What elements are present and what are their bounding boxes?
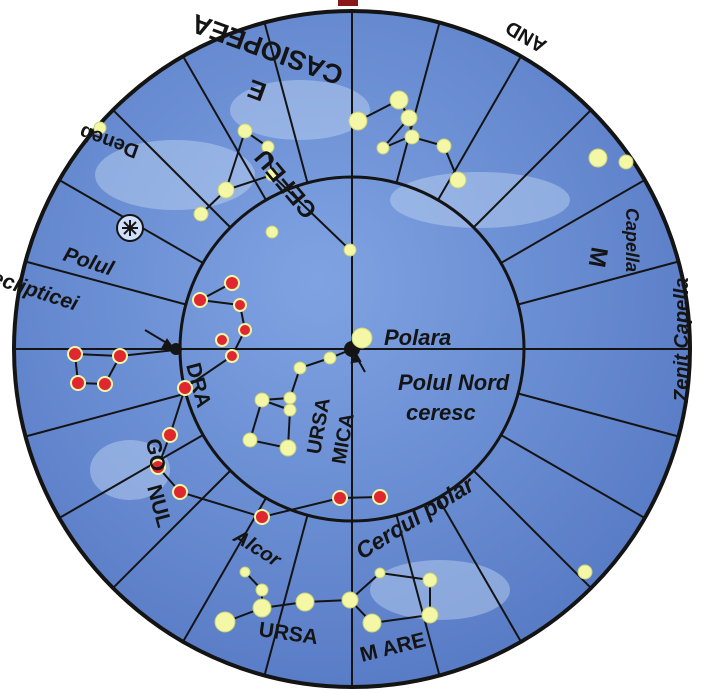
star (293, 361, 307, 375)
meridian-line (181, 54, 267, 201)
star (341, 591, 359, 609)
star (348, 111, 368, 131)
star (215, 333, 229, 347)
star (239, 566, 251, 578)
star (252, 598, 272, 618)
star (449, 171, 467, 189)
star (237, 123, 253, 139)
meridian-line (472, 469, 594, 591)
meridian-line (472, 107, 594, 229)
meridian-line (500, 434, 647, 520)
star (242, 432, 258, 448)
star (588, 148, 608, 168)
star (422, 572, 438, 588)
star (351, 327, 373, 349)
label-capella: Capella (622, 208, 642, 272)
meridian-line (110, 107, 232, 229)
star (372, 489, 388, 505)
star (265, 225, 279, 239)
star (67, 346, 83, 362)
star (265, 168, 279, 182)
star (70, 375, 86, 391)
meridian-line (500, 178, 647, 264)
star (436, 138, 452, 154)
star (279, 439, 297, 457)
star (577, 564, 593, 580)
label-polara: Polara (384, 325, 451, 350)
star (376, 141, 390, 155)
ecliptic-pole-dot (170, 343, 182, 355)
star (295, 592, 315, 612)
meridian-lines (14, 11, 690, 687)
star (255, 583, 269, 597)
meridian-line (181, 497, 267, 644)
star (112, 348, 128, 364)
label-ceresc: ceresc (406, 400, 476, 425)
star (254, 509, 270, 525)
yellow-stars (93, 90, 634, 633)
meridian-line (263, 514, 309, 678)
star (389, 90, 409, 110)
meridian-line (23, 392, 187, 438)
star (224, 275, 240, 291)
star (362, 613, 382, 633)
star (421, 606, 439, 624)
star (261, 140, 275, 154)
star (343, 243, 357, 257)
annotation-arrows (144, 329, 366, 373)
star (192, 292, 208, 308)
meridian-line (395, 514, 441, 678)
star (150, 459, 166, 475)
star (193, 206, 209, 222)
meridian-line (517, 392, 681, 438)
star (177, 380, 193, 396)
star (332, 490, 348, 506)
star (217, 181, 235, 199)
red-stars (67, 275, 388, 525)
star (238, 323, 252, 337)
star (283, 391, 297, 405)
star (254, 392, 270, 408)
star (283, 403, 297, 417)
star (162, 427, 178, 443)
ecliptic-pole-symbol (116, 214, 144, 242)
star (374, 567, 386, 579)
top-corner-mark (338, 0, 358, 6)
star (618, 154, 634, 170)
star (93, 121, 107, 135)
star (233, 298, 247, 312)
meridian-line (23, 260, 187, 306)
milky-way-texture (90, 80, 570, 620)
star (214, 611, 236, 633)
star (97, 376, 113, 392)
star (404, 129, 420, 145)
meridian-line (437, 497, 523, 644)
label-m: M (583, 245, 613, 269)
star (225, 349, 239, 363)
label-dragonul-2: GO (141, 437, 169, 473)
label-polul-nord: Polul Nord (398, 370, 510, 395)
meridian-line (517, 260, 681, 306)
label-zenit-capella: Zenit Capella (671, 278, 693, 403)
meridian-line (110, 469, 232, 591)
meridian-line (57, 434, 204, 520)
star (172, 484, 188, 500)
star (323, 351, 337, 365)
star (400, 109, 418, 127)
meridian-line (395, 20, 441, 184)
meridian-line (263, 20, 309, 184)
